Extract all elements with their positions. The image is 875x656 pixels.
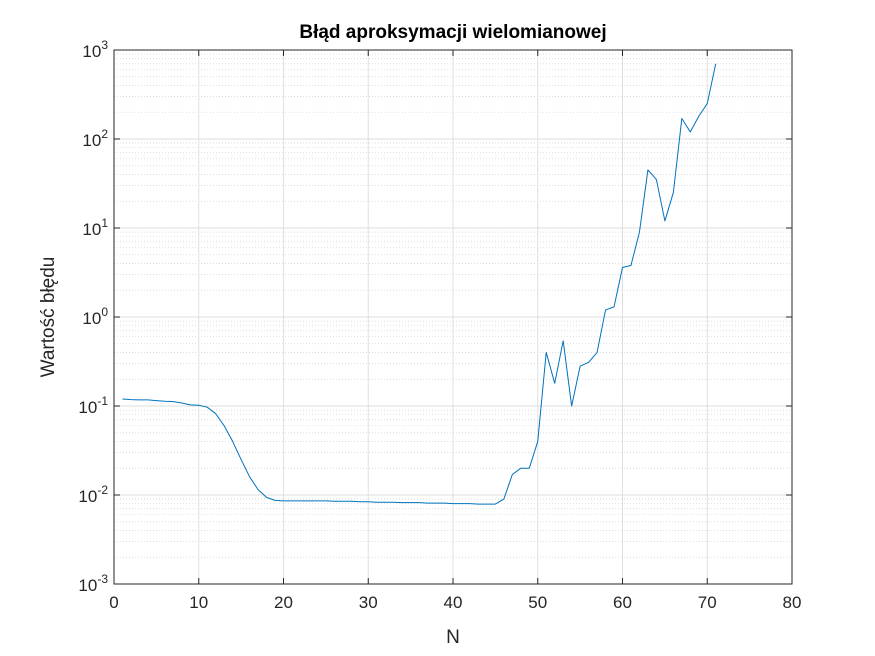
x-tick-label: 50 — [528, 593, 547, 612]
x-tick-label: 60 — [613, 593, 632, 612]
x-axis-label: N — [446, 627, 460, 648]
x-tick-label: 30 — [359, 593, 378, 612]
x-tick-label: 40 — [444, 593, 463, 612]
y-tick-label: 103 — [82, 38, 108, 61]
chart-title: Błąd aproksymacji wielomianowej — [299, 22, 606, 43]
x-tick-label: 80 — [783, 593, 802, 612]
series-line — [122, 63, 717, 505]
x-tick-label: 0 — [109, 593, 118, 612]
y-tick-label: 10-2 — [78, 483, 108, 506]
x-axis-ticks: 0 10 20 30 40 50 60 70 80 — [109, 50, 801, 612]
y-tick-label: 102 — [82, 127, 108, 150]
y-tick-label: 10-3 — [78, 572, 108, 595]
x-tick-label: 20 — [274, 593, 293, 612]
y-tick-label: 100 — [82, 305, 108, 328]
y-tick-label: 10-1 — [78, 394, 108, 417]
x-tick-label: 10 — [189, 593, 208, 612]
series-layer — [122, 63, 717, 505]
x-tick-label: 70 — [698, 593, 717, 612]
y-axis-label: Wartość błędu — [38, 257, 59, 378]
y-tick-label: 101 — [82, 216, 108, 239]
y-axis-ticks: 10-3 10-2 10-1 100 101 102 103 — [78, 38, 792, 595]
